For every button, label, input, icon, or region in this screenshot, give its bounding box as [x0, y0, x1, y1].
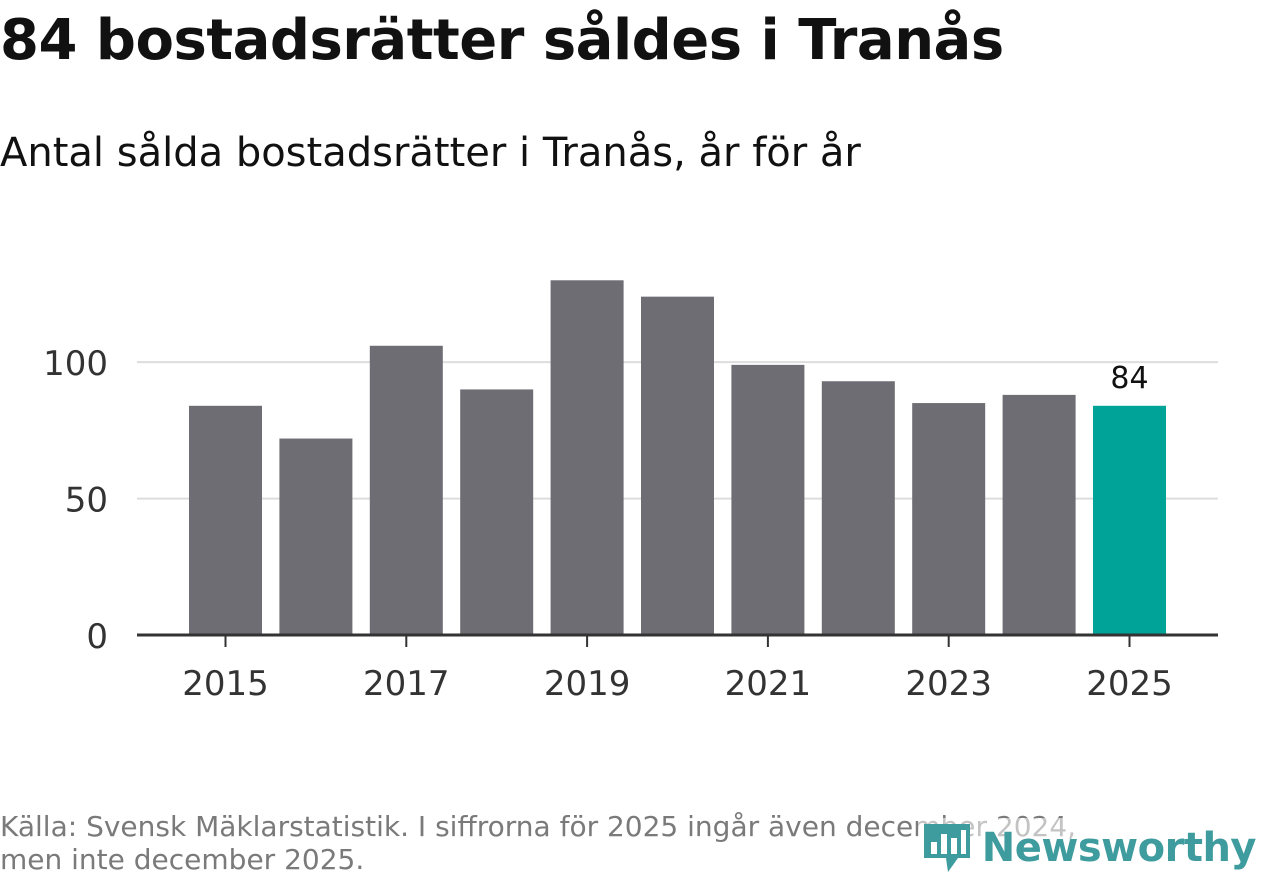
x-tick-label-2025: 2025: [1086, 664, 1173, 704]
y-tick-label-0: 0: [86, 617, 108, 657]
data-label-2025: 84: [1110, 361, 1148, 396]
x-tick-label-2019: 2019: [544, 664, 631, 704]
bar-2018: [460, 389, 534, 635]
bar-2015: [189, 405, 262, 635]
axes: [137, 633, 1218, 647]
source-line-2: men inte december 2025.: [0, 843, 365, 876]
bars: [189, 280, 1166, 635]
bar-chart-pin-icon: [923, 824, 970, 872]
newsworthy-logo: Newsworthy: [917, 818, 1257, 878]
labels: 0 50 100 2015 2017 2019 2021 2023 2025 84: [43, 344, 1173, 704]
bar-2019: [550, 280, 624, 635]
y-tick-label-50: 50: [65, 481, 108, 521]
source-line-1: Källa: Svensk Mäklarstatistik. I siffror…: [0, 810, 1077, 843]
chart-title: 84 bostadsrätter såldes i Tranås: [0, 8, 1004, 73]
x-tick-label-2015: 2015: [182, 664, 269, 704]
bar-2020: [641, 296, 714, 635]
x-tick-label-2017: 2017: [363, 664, 450, 704]
bar-2017: [369, 345, 443, 635]
chart-subtitle: Antal sålda bostadsrätter i Tranås, år f…: [0, 130, 861, 176]
bar-chart: 0 50 100 2015 2017 2019 2021 2023 2025 84: [43, 280, 1218, 704]
bar-2024: [1002, 394, 1076, 635]
bar-2021: [731, 364, 805, 635]
x-tick-label-2023: 2023: [905, 664, 992, 704]
brand-name: Newsworthy: [981, 825, 1257, 871]
bar-2022: [821, 381, 895, 635]
x-tick-label-2021: 2021: [725, 664, 812, 704]
bar-2025: [1093, 405, 1166, 635]
bar-2016: [279, 438, 353, 635]
y-tick-label-100: 100: [43, 344, 108, 384]
source-note: Källa: Svensk Mäklarstatistik. I siffror…: [0, 810, 1200, 876]
bar-2023: [912, 403, 986, 635]
